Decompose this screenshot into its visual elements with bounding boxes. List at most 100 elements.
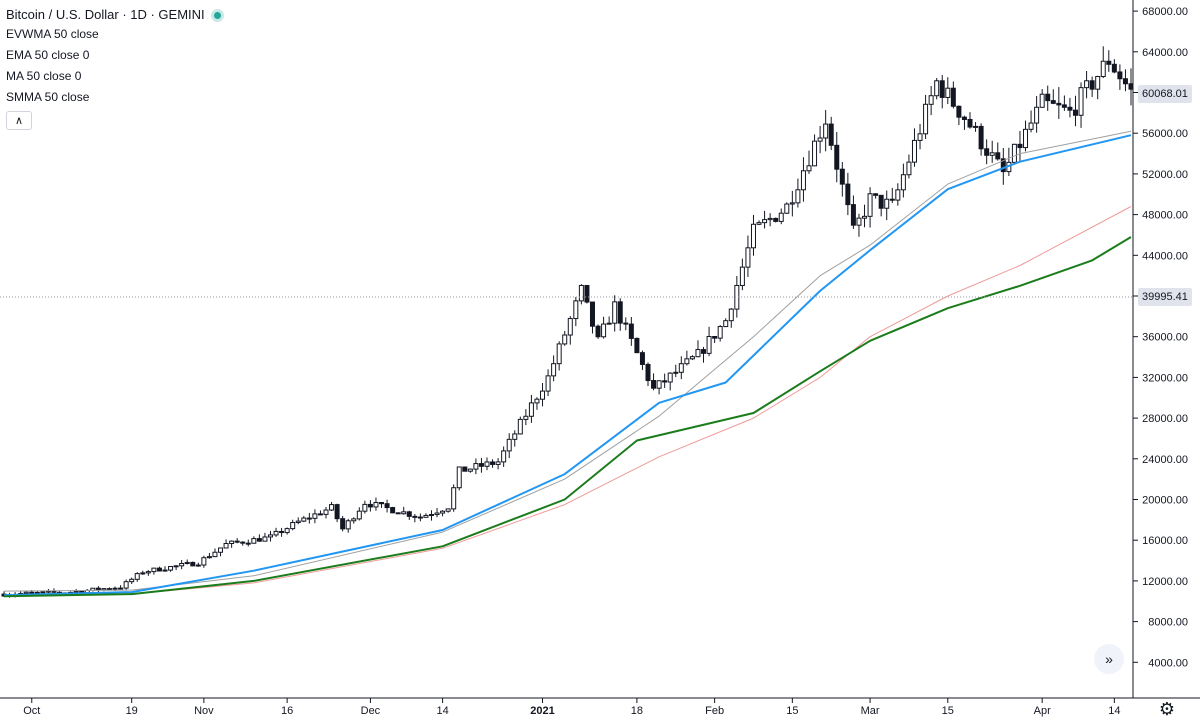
candle-body [595, 325, 601, 338]
candle-body [317, 513, 323, 516]
candle-body [817, 137, 823, 142]
double-chevron-right-icon: » [1105, 651, 1113, 667]
candle-body [473, 463, 479, 470]
collapse-legend-button[interactable]: ∧ [6, 111, 32, 130]
candle-body [501, 450, 507, 463]
candle-body [440, 510, 446, 514]
candle-body [245, 542, 251, 545]
candle-body [800, 170, 806, 191]
candle-body [267, 534, 273, 538]
candle-body [118, 587, 124, 590]
y-tick-label: 28000.00 [1142, 413, 1188, 425]
candle-body [156, 567, 162, 572]
indicator-ema[interactable]: EMA 50 close 0 [6, 48, 90, 62]
candle-body [728, 308, 734, 322]
x-tick-label: 15 [942, 705, 954, 717]
candle-body [162, 569, 168, 572]
candle-body [878, 194, 884, 209]
candle-body [950, 87, 956, 107]
candle-body [362, 503, 368, 512]
candle-body [1017, 143, 1023, 149]
candle-body [784, 203, 790, 214]
scroll-to-realtime-button[interactable]: » [1094, 644, 1124, 674]
candle-body [345, 520, 351, 530]
candle-body [856, 217, 862, 226]
series-line-evwma [3, 130, 1132, 592]
candle-body [673, 371, 679, 374]
indicator-evwma[interactable]: EVWMA 50 close [6, 27, 99, 41]
symbol-header[interactable]: Bitcoin / U.S. Dollar · 1D · GEMINI [6, 6, 221, 24]
candle-body [1084, 80, 1090, 89]
settings-button[interactable]: ⚙ [1156, 699, 1178, 719]
candle-body [889, 198, 895, 201]
candle-body [406, 511, 412, 517]
candle-body [573, 300, 579, 320]
candle-body [1106, 60, 1112, 65]
candle-body [251, 538, 257, 544]
candle-body [939, 80, 945, 98]
candle-body [689, 356, 695, 360]
candle-body [845, 183, 851, 206]
candle-body [862, 215, 868, 219]
candle-body [329, 504, 335, 511]
candle-body [490, 461, 496, 465]
candle-body [112, 587, 118, 590]
candle-body [706, 335, 712, 354]
candle-body [201, 557, 207, 566]
candle-body [195, 564, 201, 567]
y-tick-label: 20000.00 [1142, 495, 1188, 507]
candle-body [145, 571, 151, 574]
candle-body [551, 363, 557, 377]
y-tick-label: 8000.00 [1148, 617, 1188, 629]
candle-body [40, 591, 46, 594]
x-tick-label: Nov [194, 705, 214, 717]
candle-body [623, 322, 629, 325]
candle-body [340, 518, 346, 530]
candle-body [789, 202, 795, 205]
candle-body [312, 513, 318, 519]
candle-body [906, 161, 912, 176]
y-tick-label: 4000.00 [1148, 657, 1188, 669]
candle-body [140, 572, 146, 575]
last-price-tag: 60068.01 [1138, 85, 1192, 103]
candle-body [23, 591, 29, 594]
candle-body [1039, 93, 1045, 108]
candle-body [1000, 158, 1006, 173]
candle-body [423, 514, 429, 518]
candle-body [717, 326, 723, 339]
candle-body [678, 363, 684, 373]
candle-body [978, 125, 984, 150]
x-tick-label: Mar [861, 705, 880, 717]
candle-body [240, 541, 246, 544]
candle-body [512, 433, 518, 440]
candle-body [495, 461, 501, 465]
candle-body [989, 152, 995, 156]
candle-body [462, 466, 468, 472]
y-tick-label: 64000.00 [1142, 47, 1188, 59]
indicator-smma[interactable]: SMMA 50 close [6, 90, 90, 104]
candle-body [578, 284, 584, 302]
candle-body [262, 536, 268, 542]
candle-body [850, 204, 856, 226]
indicator-ma[interactable]: MA 50 close 0 [6, 69, 82, 83]
candle-body [323, 509, 329, 515]
x-tick-label: 18 [631, 705, 643, 717]
candle-body [967, 118, 973, 128]
candle-body [567, 318, 573, 336]
candle-body [756, 222, 762, 225]
candle-body [256, 538, 262, 542]
candle-body [1100, 60, 1106, 78]
candle-body [34, 591, 40, 594]
time-axis: Oct 19 Nov 16 Dec 14 2021 18 Feb 15 Mar 15 Apr 14 [23, 698, 1120, 717]
candle-body [545, 375, 551, 392]
candle-body [206, 556, 212, 559]
candle-body [806, 165, 812, 172]
candle-body [229, 540, 235, 545]
x-tick-label: 15 [786, 705, 798, 717]
y-tick-label: 24000.00 [1142, 454, 1188, 466]
candle-body [301, 517, 307, 522]
market-status-icon [213, 11, 221, 19]
candle-body [750, 223, 756, 249]
y-tick-label: 16000.00 [1142, 535, 1188, 547]
